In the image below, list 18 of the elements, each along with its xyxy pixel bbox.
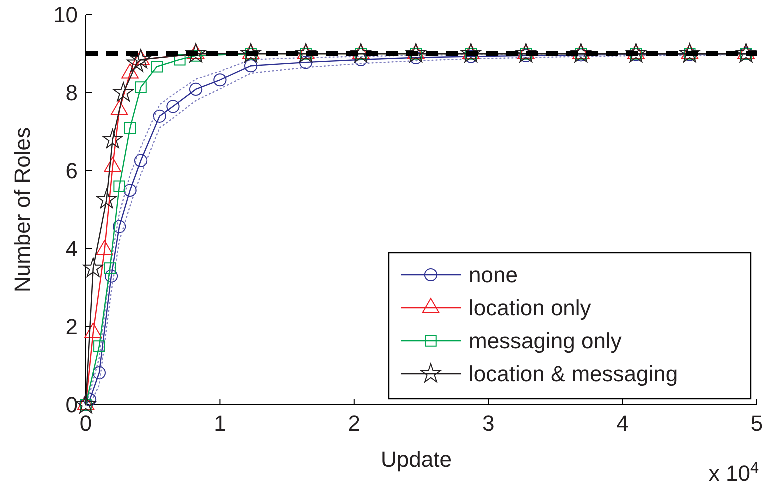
y-tick-label: 0: [66, 392, 78, 418]
y-tick-label: 8: [66, 80, 78, 106]
legend-label: none: [469, 262, 518, 288]
x-axis-title: Update: [381, 447, 452, 472]
x-tick-label: 2: [348, 411, 361, 436]
x-tick-label: 1: [214, 411, 226, 436]
y-tick-label: 2: [66, 314, 78, 340]
y-tick-label: 10: [54, 2, 78, 28]
legend-label: messaging only: [469, 328, 622, 354]
x-tick-label: 4: [616, 411, 629, 436]
y-axis-title: Number of Roles: [10, 127, 35, 293]
y-tick-label: 6: [66, 158, 78, 184]
text: x 10$^{4}$: [708, 460, 760, 486]
x-tick-label: 3: [482, 411, 495, 436]
legend-label: location & messaging: [469, 362, 678, 387]
y-tick-label: 4: [66, 236, 78, 262]
x-tick-label: 5: [750, 411, 764, 436]
legend-label: location only: [469, 296, 592, 321]
